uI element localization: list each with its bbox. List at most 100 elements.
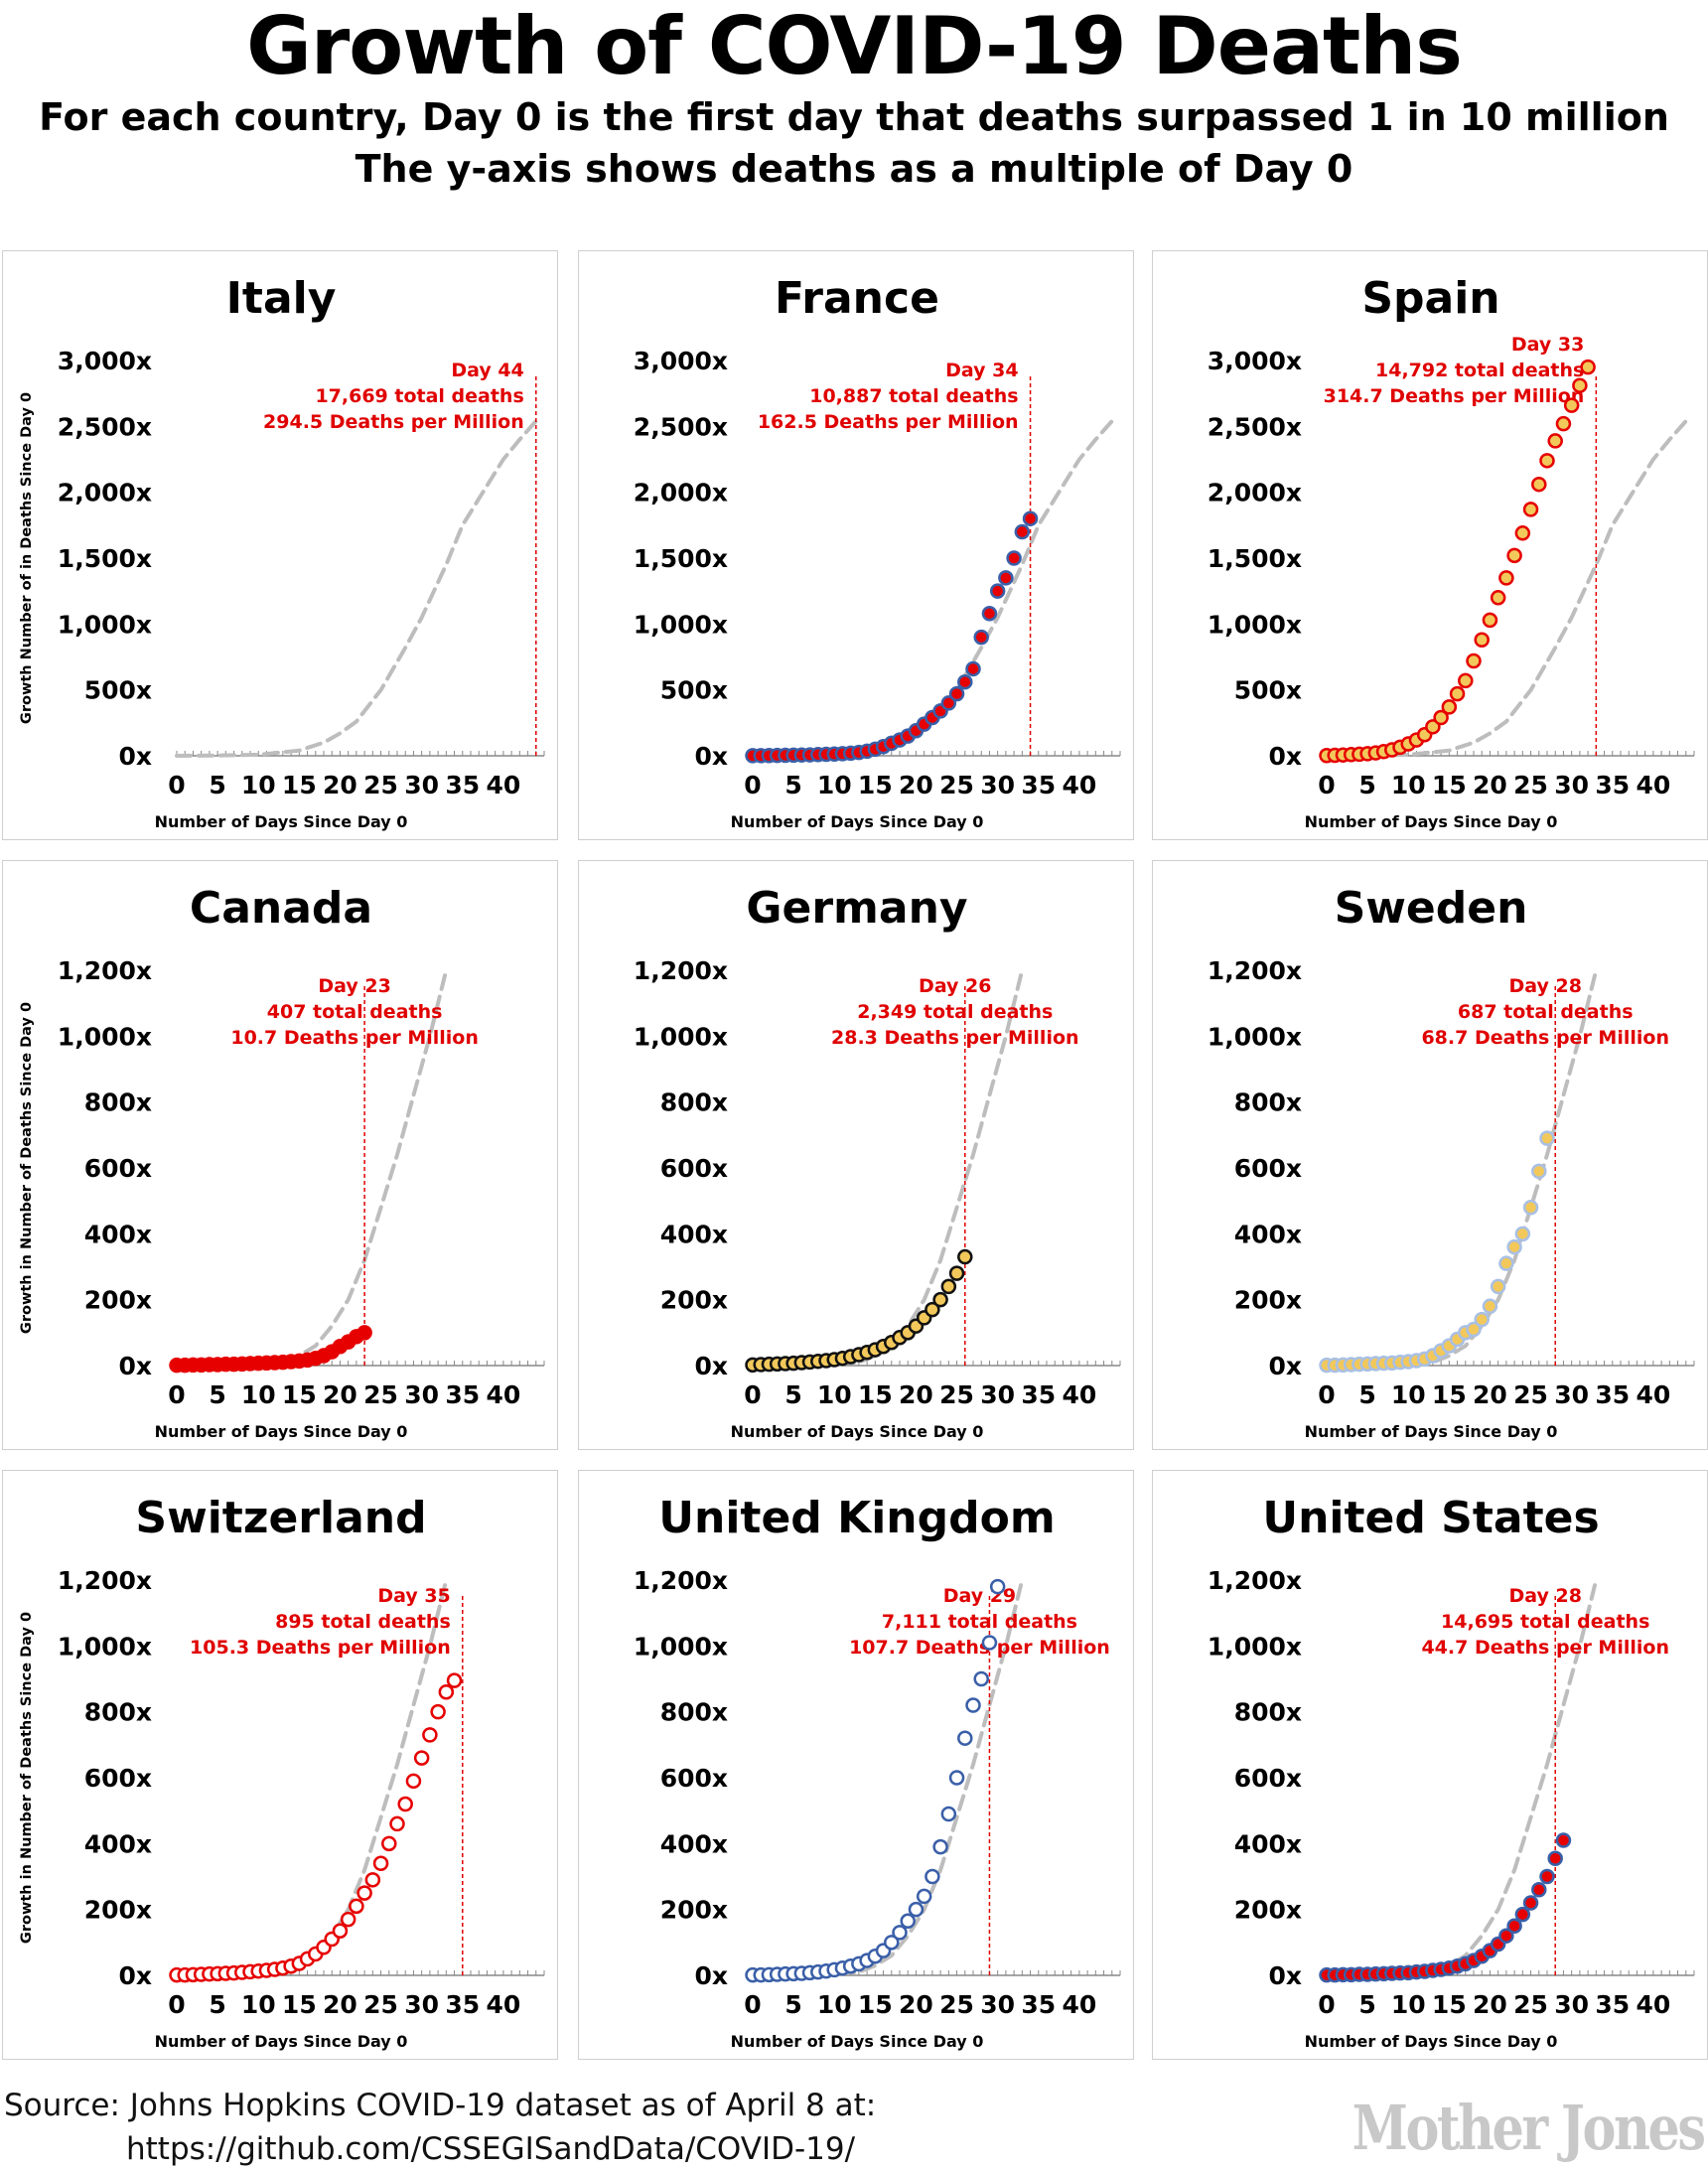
data-point [1531, 476, 1547, 493]
data-point [940, 1278, 957, 1295]
data-point [884, 1935, 900, 1951]
y-tick-label: 0x [118, 1961, 152, 1990]
y-tick-label: 800x [660, 1698, 728, 1727]
data-point [981, 605, 998, 622]
data-point [349, 1898, 364, 1915]
y-tick-label: 200x [84, 1286, 152, 1315]
data-point [1014, 523, 1031, 540]
chart-panel-france: France 0x 500x 1,000x 1,500x 2,000x 2,500x 3,00… [578, 250, 1134, 840]
panel-title: United States [1262, 1493, 1599, 1543]
chart-title: Growth of COVID-19 Deaths [246, 0, 1463, 92]
y-tick-label: 600x [84, 1154, 152, 1183]
y-axis-label: Growth in Number of Deaths Since Day 0 [19, 1612, 35, 1944]
x-tick-label: 0 [1318, 1380, 1335, 1409]
y-tick-label: 600x [1234, 1154, 1302, 1183]
y-tick-label: 400x [1234, 1829, 1302, 1858]
chart-panel-sweden: Sweden 0x 200x 400x 600x 800x 1,000x 1,200x 0 5 10… [1152, 860, 1708, 1450]
data-point [989, 1578, 1006, 1595]
data-point [940, 1806, 957, 1822]
y-tick-label: 0x [1268, 1961, 1302, 1990]
data-point [340, 1911, 356, 1928]
data-point [1441, 699, 1458, 715]
annotation-text: 162.5 Deaths per Million [758, 411, 1019, 433]
y-tick-label: 2,000x [58, 479, 152, 507]
panel-title: Sweden [1335, 883, 1528, 934]
y-tick-label: 1,000x [634, 610, 728, 639]
y-tick-label: 400x [84, 1220, 152, 1248]
y-tick-label: 500x [84, 676, 152, 705]
data-point [981, 1635, 998, 1651]
data-point [973, 629, 989, 646]
chart-panel-united-kingdom: United Kingdom 0x 200x 400x 600x 800x 1,000x 1,… [578, 1470, 1134, 2060]
data-point [1474, 1311, 1490, 1328]
annotation-text: Day 28 [1508, 975, 1581, 997]
x-tick-label: 5 [1358, 1380, 1375, 1409]
panel-title: United Kingdom [658, 1493, 1055, 1543]
data-point [1539, 1130, 1555, 1146]
chart-svg: Spain 0x 500x 1,000x 1,500x 2,000x 2,500x 3,000… [1208, 273, 1695, 831]
x-tick-label: 0 [1318, 771, 1335, 799]
annotation-text: 2,349 total deaths [857, 1001, 1053, 1023]
x-tick-label: 20 [1473, 1380, 1507, 1409]
y-tick-label: 800x [1234, 1088, 1302, 1117]
x-tick-label: 35 [445, 771, 480, 799]
y-tick-label: 400x [1234, 1220, 1302, 1248]
data-point [1474, 632, 1490, 649]
data-point [998, 570, 1014, 586]
x-tick-label: 40 [1062, 1990, 1096, 2019]
annotation-text: Day 28 [1508, 1585, 1581, 1607]
y-tick-label: 400x [660, 1829, 728, 1858]
reference-curve [751, 419, 1114, 758]
y-tick-label: 1,000x [1208, 1632, 1302, 1661]
x-tick-label: 5 [784, 771, 801, 799]
data-point [430, 1703, 446, 1720]
x-tick-label: 10 [1391, 1990, 1426, 2019]
y-tick-label: 2,500x [1208, 412, 1302, 441]
y-tick-label: 1,200x [1208, 1566, 1302, 1595]
annotation-text: 10.7 Deaths per Million [230, 1027, 479, 1049]
x-tick-label: 35 [445, 1380, 480, 1409]
annotation-text: 105.3 Deaths per Million [190, 1637, 451, 1659]
x-tick-label: 40 [1636, 771, 1670, 799]
annotation-text: 14,792 total deaths [1375, 360, 1584, 381]
y-tick-label: 1,000x [58, 610, 152, 639]
x-tick-label: 20 [323, 1990, 357, 2019]
data-point [1490, 590, 1506, 606]
data-point [389, 1815, 405, 1832]
x-tick-label: 5 [784, 1990, 801, 2019]
y-tick-label: 200x [660, 1896, 728, 1925]
data-point [1514, 1226, 1531, 1242]
x-tick-label: 25 [1513, 771, 1548, 799]
x-tick-label: 25 [1513, 1380, 1548, 1409]
chart-panel-italy: Italy Growth Number of in Deaths Since Da… [2, 250, 558, 840]
x-tick-label: 15 [858, 771, 893, 799]
data-point [965, 660, 981, 677]
annotation-text: Day 23 [318, 975, 390, 997]
data-point [1547, 1850, 1563, 1867]
data-point [438, 1684, 455, 1700]
x-axis-label: Number of Days Since Day 0 [155, 2032, 408, 2051]
data-point [932, 1838, 948, 1855]
annotation-text: Day 35 [377, 1585, 450, 1607]
chart-panel-switzerland: Switzerland Growth in Number of Deaths Si… [2, 1470, 558, 2060]
x-tick-label: 0 [744, 1990, 761, 2019]
chart-svg: Sweden 0x 200x 400x 600x 800x 1,000x 1,200x 0 5 10… [1208, 883, 1695, 1441]
x-tick-label: 0 [744, 771, 761, 799]
x-tick-label: 30 [980, 1380, 1015, 1409]
y-tick-label: 1,000x [1208, 1022, 1302, 1051]
x-tick-label: 25 [363, 1990, 398, 2019]
x-tick-label: 20 [323, 1380, 357, 1409]
x-tick-label: 20 [1473, 771, 1507, 799]
y-tick-label: 800x [84, 1698, 152, 1727]
y-tick-label: 1,200x [58, 1566, 152, 1595]
chart-panel-united-states: United States 0x 200x 400x 600x 800x 1,000x 1,2… [1152, 1470, 1708, 2060]
x-tick-label: 20 [899, 1990, 933, 2019]
y-tick-label: 0x [694, 742, 728, 771]
x-tick-label: 40 [1062, 1380, 1096, 1409]
x-tick-label: 25 [363, 1380, 398, 1409]
x-axis-label: Number of Days Since Day 0 [731, 812, 984, 831]
data-point [1449, 685, 1466, 702]
y-axis-label: Growth Number of in Deaths Since Day 0 [19, 392, 35, 724]
x-tick-label: 0 [168, 1380, 185, 1409]
y-tick-label: 800x [84, 1088, 152, 1117]
